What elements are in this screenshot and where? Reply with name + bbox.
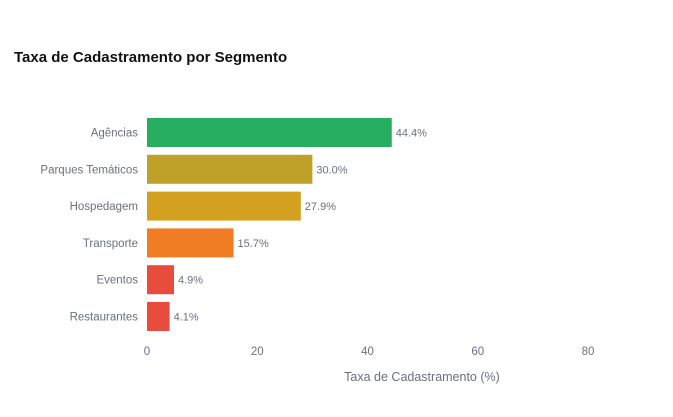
bar-data-labels: 44.4% 30.0% 27.9% 15.7% 4.9% 4.1% [174, 128, 428, 324]
chart-title: Taxa de Cadastramento por Segmento [14, 49, 288, 66]
x-tick-label: 0 [144, 346, 150, 358]
bar [147, 191, 301, 221]
y-tick-label: Eventos [96, 275, 138, 287]
bar-value-label: 27.9% [305, 201, 336, 213]
x-tick-label: 40 [361, 346, 374, 358]
bar [147, 228, 234, 258]
x-tick-label: 60 [471, 346, 484, 358]
bar [147, 302, 170, 331]
y-tick-label: Hospedagem [70, 201, 138, 213]
bar-value-label: 44.4% [396, 128, 427, 140]
x-tick-label: 20 [251, 346, 264, 358]
y-tick-label: Restaurantes [70, 312, 139, 324]
bar-value-label: 15.7% [238, 238, 269, 250]
y-tick-label: Parques Temáticos [40, 164, 138, 176]
x-tick-label: 80 [582, 346, 595, 358]
bar [147, 154, 313, 184]
y-tick-label: Transporte [83, 238, 138, 250]
x-axis-title: Taxa de Cadastramento (%) [344, 370, 500, 384]
bar-value-label: 4.9% [178, 275, 203, 287]
bar [147, 118, 392, 147]
bar [147, 265, 175, 295]
bars [147, 118, 392, 331]
bar-value-label: 30.0% [316, 164, 347, 176]
y-tick-label: Agências [91, 128, 139, 140]
y-axis-tick-labels: Agências Parques Temáticos Hospedagem Trans… [40, 128, 138, 324]
bar-value-label: 4.1% [174, 312, 199, 324]
x-axis-tick-labels: 0 20 40 60 80 [144, 346, 595, 358]
